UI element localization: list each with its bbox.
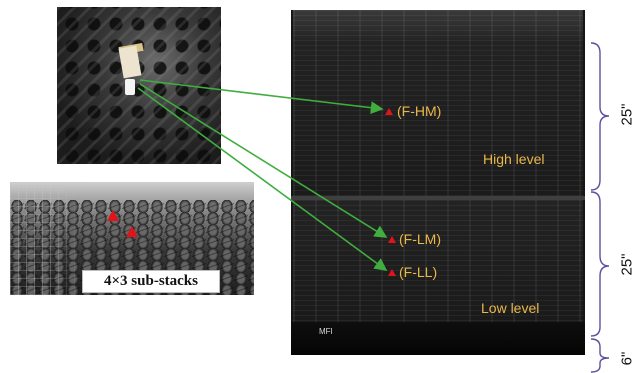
substack-label: 4×3 sub-stacks: [82, 270, 220, 293]
leader-line-f-ll: [137, 87, 388, 271]
fixture-holes: [57, 7, 221, 164]
marker-f-hm: [385, 108, 393, 115]
temperature-sensor: [125, 79, 135, 95]
pallet-base-label: MFI: [319, 327, 333, 336]
substack-marker-2: [126, 226, 138, 237]
dimension-low: 25": [618, 253, 636, 276]
substack-photo: 4×3 sub-stacks: [10, 182, 254, 295]
dimension-high: 25": [618, 103, 636, 126]
upper-stack: [293, 10, 583, 196]
high-level-label: High level: [483, 151, 545, 167]
level-divider: [291, 196, 585, 200]
bracket-base: [590, 338, 610, 373]
leader-line-f-hm: [139, 79, 384, 115]
label-f-ll: (F-LL): [399, 264, 438, 280]
bracket-low: [590, 191, 610, 337]
pallet-photo: MFI (F-HM) (F-LM) (F-LL) High level Low …: [291, 10, 585, 355]
leader-line-f-lm: [139, 83, 388, 238]
sensor-closeup-photo: [57, 7, 221, 164]
bracket-high: [590, 42, 610, 191]
marker-f-ll: [388, 269, 396, 276]
label-f-hm: (F-HM): [397, 103, 442, 119]
pallet-base: [291, 322, 585, 355]
low-level-label: Low level: [481, 300, 540, 316]
label-f-lm: (F-LM): [399, 231, 441, 247]
dimension-base: 6": [618, 351, 636, 366]
marker-f-lm: [388, 236, 396, 243]
substack-marker-1: [107, 210, 119, 221]
lower-stack: [293, 200, 583, 322]
fixture-ridges: [57, 7, 221, 164]
